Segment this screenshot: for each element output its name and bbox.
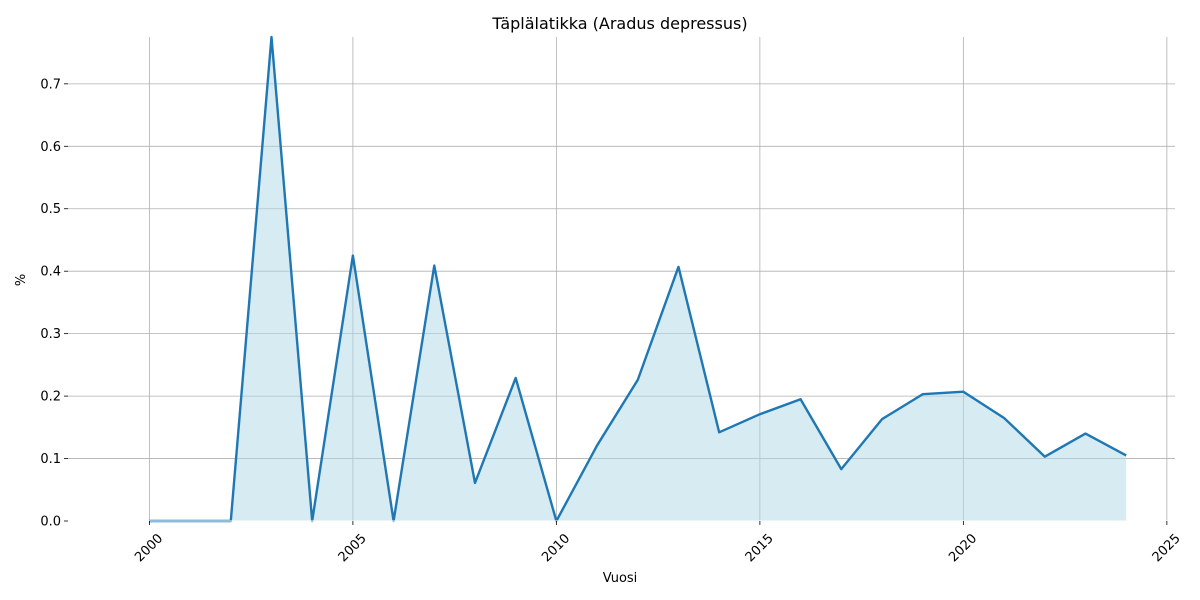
y-tick-label: 0.5 bbox=[40, 202, 61, 217]
area-fill-layer bbox=[149, 37, 1127, 521]
y-tick-label: 0.6 bbox=[40, 140, 61, 155]
y-tick-label: 0.7 bbox=[40, 77, 61, 92]
x-tick-label: 2020 bbox=[946, 531, 980, 565]
chart-title: Täplälatikka (Aradus depressus) bbox=[491, 14, 747, 33]
x-tick-label: 2000 bbox=[132, 531, 166, 565]
x-tick-label: 2015 bbox=[743, 531, 777, 565]
y-tick-label: 0.3 bbox=[40, 327, 61, 342]
y-tick-label: 0.0 bbox=[40, 515, 61, 530]
y-tick-label: 0.4 bbox=[40, 265, 61, 280]
x-tick-label: 2010 bbox=[539, 531, 573, 565]
x-tick-label: 2025 bbox=[1150, 531, 1184, 565]
x-tick-labels: 2000 2005 2010 2015 2020 2025 bbox=[132, 531, 1183, 565]
y-tick-labels: 0.0 0.1 0.2 0.3 0.4 0.5 0.6 0.7 bbox=[40, 77, 61, 529]
axes bbox=[64, 83, 1175, 525]
x-tick-label: 2005 bbox=[336, 531, 370, 565]
x-axis-label: Vuosi bbox=[603, 571, 638, 586]
y-tick-label: 0.2 bbox=[40, 390, 61, 405]
y-axis-label: % bbox=[14, 274, 29, 286]
y-tick-label: 0.1 bbox=[40, 452, 61, 467]
area-fill bbox=[149, 37, 1127, 521]
